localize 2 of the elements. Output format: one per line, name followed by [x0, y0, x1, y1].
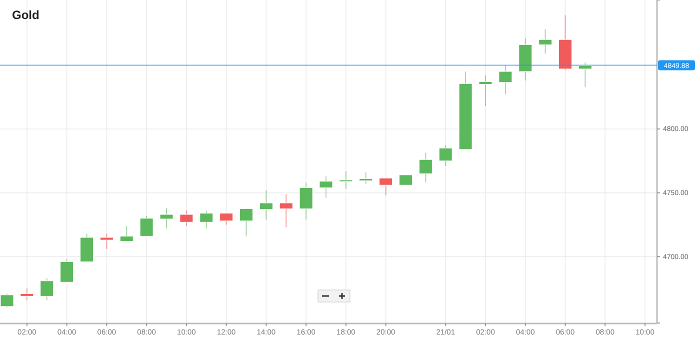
text: Gold [12, 8, 40, 22]
candlestick [399, 174, 412, 186]
